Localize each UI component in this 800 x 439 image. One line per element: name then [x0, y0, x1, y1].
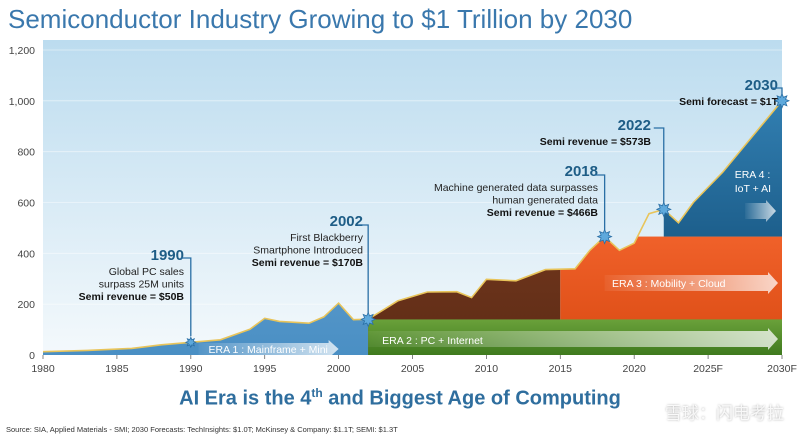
y-axis-ticks: 0 200 400 600 800 1,000 1,200: [9, 45, 35, 362]
era-arrows: [198, 200, 778, 358]
y-tick-label: 1,000: [9, 96, 35, 108]
marker-star: [184, 336, 197, 349]
x-tick-label: 2010: [475, 363, 499, 375]
y-tick-label: 600: [17, 198, 35, 210]
annotation-leader: [653, 127, 665, 204]
annotation-text: human generated data: [492, 195, 598, 207]
subtitle: AI Era is the 4th and Biggest Age of Com…: [179, 386, 621, 410]
revenue-line: [42, 100, 783, 353]
marker-star: [773, 92, 791, 109]
era-2-label: ERA 2 : PC + Internet: [382, 335, 483, 347]
annotation-leader: [358, 224, 369, 314]
era-arrow: [745, 200, 776, 222]
annotation-leader: [594, 174, 606, 231]
x-tick-label: 1990: [179, 363, 203, 375]
annotation-revenue: Semi forecast = $1T: [679, 96, 779, 108]
annotation-revenue: Semi revenue = $170B: [252, 257, 364, 269]
x-tick-label: 2030F: [767, 363, 797, 375]
watermark: 雪球：闪电考拉: [665, 404, 784, 423]
annotation-year: 2030: [745, 77, 778, 94]
chart-title: Semiconductor Industry Growing to $1 Tri…: [8, 4, 633, 34]
y-tick-label: 200: [17, 299, 35, 311]
y-tick-label: 0: [29, 350, 35, 362]
annotation-year: 2002: [330, 213, 363, 230]
x-axis-ticks: 1980 1985 1990 1995 2000 2005 2010 2015 2020 2025…: [31, 355, 797, 375]
annotation-revenue: Semi revenue = $50B: [79, 291, 185, 303]
annotation-leader: [772, 87, 783, 95]
era-labels: ERA 1 : Mainframe + Mini ERA 2 : PC + Int…: [209, 169, 771, 356]
marker-star: [655, 201, 672, 218]
x-tick-label: 2015: [549, 363, 573, 375]
x-tick-label: 1985: [105, 363, 129, 375]
x-tick-label: 1995: [253, 363, 277, 375]
annotation-text: First Blackberry: [290, 232, 364, 244]
x-tick-label: 2025F: [693, 363, 723, 375]
era-4-label: ERA 4 :: [735, 169, 771, 181]
annotation-revenue: Semi revenue = $573B: [540, 136, 652, 148]
marker-star: [596, 228, 613, 245]
marker-star: [360, 311, 377, 328]
era-arrow: [368, 328, 778, 350]
y-tick-label: 1,200: [9, 45, 35, 57]
y-tick-label: 800: [17, 147, 35, 159]
source-note: Source: SIA, Applied Materials - SMI; 20…: [6, 425, 398, 434]
x-tick-label: 2005: [401, 363, 425, 375]
annotation-text: Machine generated data surpasses: [434, 182, 598, 194]
annotation-leader: [180, 257, 192, 337]
x-tick-label: 2020: [623, 363, 647, 375]
y-tick-label: 400: [17, 248, 35, 260]
era-4-label-line2: IoT + AI: [735, 183, 771, 195]
annotation-year: 1990: [151, 247, 184, 264]
annotation-year: 2022: [618, 117, 651, 134]
era-arrow: [198, 340, 339, 358]
annotation-text: Global PC sales: [109, 266, 184, 278]
x-tick-label: 1980: [31, 363, 55, 375]
era-3-label: ERA 3 : Mobility + Cloud: [612, 278, 726, 290]
era-arrow: [604, 272, 778, 294]
annotation-year: 2018: [565, 163, 598, 180]
annotation-revenue: Semi revenue = $466B: [487, 207, 599, 219]
x-tick-label: 2000: [327, 363, 351, 375]
era-1-label: ERA 1 : Mainframe + Mini: [209, 344, 328, 356]
annotation-text: Smartphone Introduced: [253, 245, 363, 257]
annotation-text: surpass 25M units: [99, 279, 184, 291]
